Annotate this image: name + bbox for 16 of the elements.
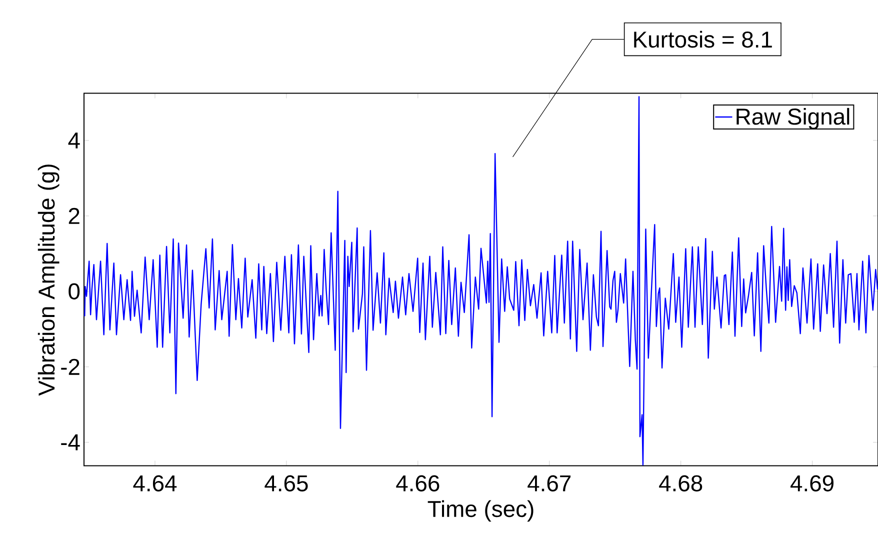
line-series <box>84 96 878 466</box>
x-tick-label: 4.64 <box>133 475 177 492</box>
y-tick-label: 0 <box>68 283 80 300</box>
x-tick-label: 4.66 <box>396 475 440 492</box>
x-tick-label: 4.68 <box>659 475 702 492</box>
x-tick-label: 4.69 <box>790 475 834 492</box>
x-tick-label: 4.65 <box>264 475 308 492</box>
x-tick-label: 4.67 <box>528 475 571 492</box>
text: Kurtosis = 8.1 <box>634 30 772 48</box>
legend-label: Raw Signal <box>736 108 850 130</box>
y-tick-label: -4 <box>61 434 80 450</box>
y-tick-label: -2 <box>61 358 80 375</box>
y-tick-label: 4 <box>68 132 80 148</box>
x-axis-title: Time (sec) <box>428 500 534 522</box>
y-axis-title: Vibration Amplitude (g) <box>38 164 60 396</box>
y-tick-label: 2 <box>68 208 80 224</box>
